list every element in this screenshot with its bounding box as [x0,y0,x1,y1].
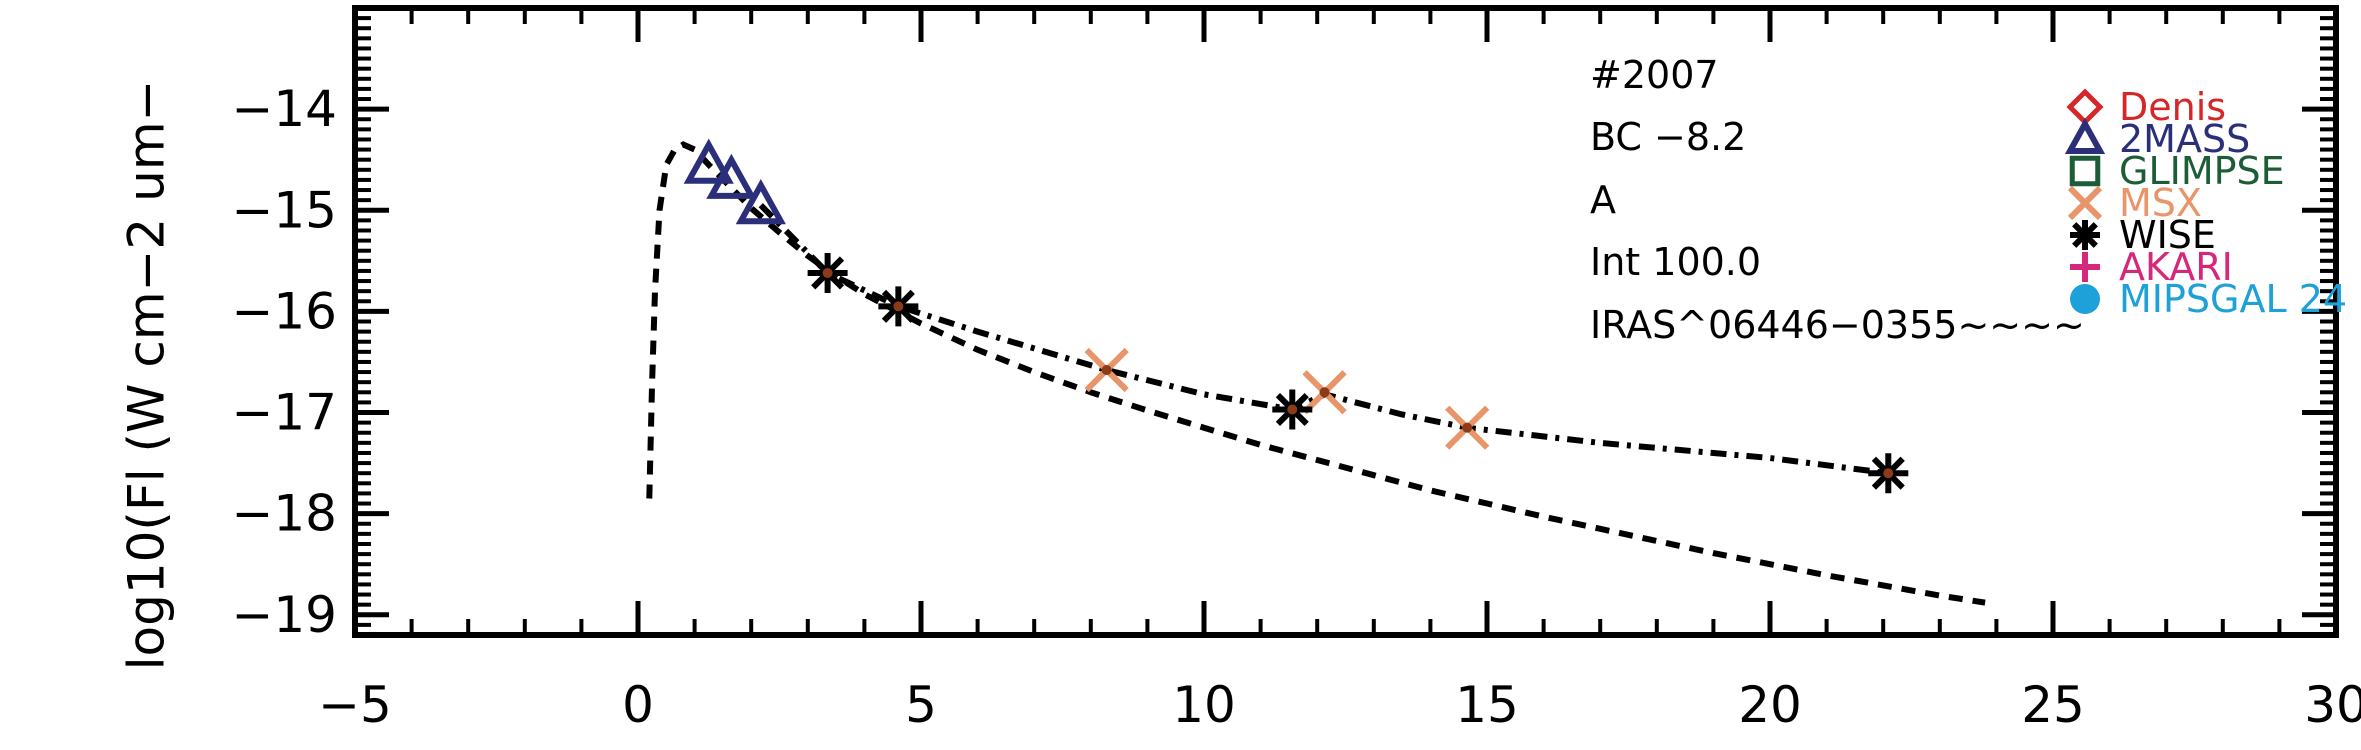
legend-marker-akari [2070,252,2100,282]
legend-marker-2mass [2064,117,2106,154]
triangle-marker [683,138,734,184]
annotation-block: #2007 BC −8.2 A Int 100.0 IRAS^06446−035… [1590,53,2085,347]
y-tick-label: −17 [231,384,337,442]
legend-marker-msx [2067,185,2103,221]
x-tick-label: 5 [905,676,937,734]
point-center-dot [893,301,904,312]
x-tick-label: 15 [1455,676,1519,734]
point-center-dot [822,267,833,278]
y-tick-labels: −14 −15 −16 −17 −18 −19 [231,80,337,644]
triangle-marker [706,153,757,199]
y-axis-label: log10(Fl (W cm−2 um− [118,80,176,671]
x-tick-label: 20 [1738,676,1802,734]
2mass-point [735,179,786,225]
legend-label-mipsgal-24: MIPSGAL 24 [2119,277,2347,321]
triangle-marker [2064,117,2106,154]
x-stroke [2067,185,2103,221]
y-tick-label: −16 [231,282,337,340]
y-tick-label: −15 [231,181,337,239]
point-center-dot [1462,422,1473,433]
legend-label-denis: Denis [2119,85,2226,129]
annotation-bc: BC −8.2 [1590,115,1746,159]
legend-marker-wise [2070,220,2100,250]
y-tick-label: −18 [231,485,337,543]
x-tick-labels: −5 0 5 10 15 20 25 30 [318,676,2361,734]
point-center-dot [1101,365,1112,376]
x-tick-label: 0 [622,676,654,734]
legend-label-wise: WISE [2119,213,2216,257]
triangle-marker [735,179,786,225]
stellar-model-curve [646,141,1986,606]
point-center-dot [1287,404,1298,415]
x-tick-label: −5 [318,676,392,734]
point-center-dot [1883,468,1894,479]
legend-label-2mass: 2MASS [2119,117,2250,161]
legend-label-akari: AKARI [2119,245,2233,289]
x-tick-label: 10 [1172,676,1236,734]
square-marker [2069,155,2101,187]
y-tick-label: −14 [231,80,337,138]
annotation-int: Int 100.0 [1590,240,1761,284]
plot-frame [352,5,2339,638]
data-points [683,138,1909,494]
asterisk-stroke [2072,222,2098,248]
point-center-dot [1319,387,1330,398]
y-tick-label: −19 [231,586,337,644]
2mass-point [683,138,734,184]
annotation-class: A [1590,178,1616,222]
legend-label-msx: MSX [2119,181,2202,225]
plot-border [352,5,2339,638]
x-tick-label: 30 [2304,676,2361,734]
legend-marker-glimpse [2069,155,2101,187]
2mass-point [706,153,757,199]
circle-marker [2070,284,2100,314]
legend-marker-mipsgal-24 [2070,284,2100,314]
annotation-source: IRAS^06446−0355~~~~ [1590,303,2085,347]
x-tick-label: 25 [2021,676,2085,734]
legend-label-glimpse: GLIMPSE [2119,149,2285,193]
annotation-id: #2007 [1590,53,1719,97]
